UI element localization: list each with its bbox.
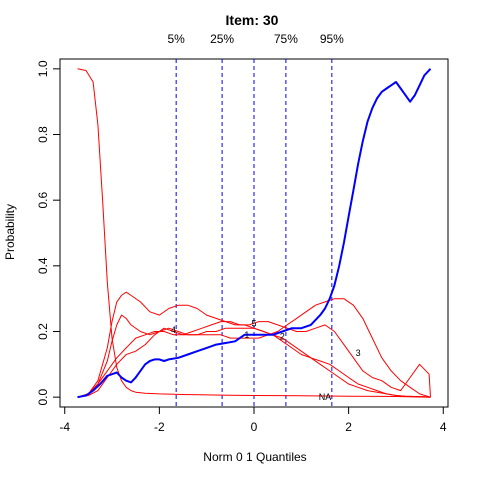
curve-labels: 4 15 2 3 NA xyxy=(171,318,361,402)
x-tick-label: -2 xyxy=(154,420,165,434)
x-axis: -4 -2 0 2 4 xyxy=(59,407,447,434)
y-tick-label: 0.4 xyxy=(36,257,50,274)
key-option-line xyxy=(77,68,432,399)
distractor-line xyxy=(77,321,431,398)
quantile-label: 75% xyxy=(274,32,298,46)
y-tick-label: 0.0 xyxy=(36,388,50,405)
y-tick-label: 1.0 xyxy=(36,60,50,77)
x-tick-label: 4 xyxy=(440,420,447,434)
quantile-label: 25% xyxy=(210,32,234,46)
distractor-line xyxy=(77,298,431,398)
x-tick-label: 0 xyxy=(251,420,258,434)
x-axis-label: Norm 0 1 Quantiles xyxy=(203,450,306,464)
chart-title: Item: 30 xyxy=(226,12,279,28)
curve-label: 1 xyxy=(244,330,249,340)
y-axis: 0.0 0.2 0.4 0.6 0.8 1.0 xyxy=(36,60,60,405)
distractor-line xyxy=(77,68,431,398)
y-tick-label: 0.6 xyxy=(36,192,50,209)
curve-label: 3 xyxy=(356,348,361,358)
distractor-line xyxy=(77,314,431,398)
series-lines xyxy=(77,68,432,399)
curve-label: 2 xyxy=(280,331,285,341)
quantile-label: 95% xyxy=(320,32,344,46)
y-axis-label: Probability xyxy=(3,204,17,260)
curve-label: NA xyxy=(319,392,332,402)
y-tick-label: 0.8 xyxy=(36,126,50,143)
y-tick-label: 0.2 xyxy=(36,323,50,340)
quantile-lines: 5% 25% 75% 95% xyxy=(167,32,344,407)
x-tick-label: -4 xyxy=(59,420,70,434)
curve-label: 4 xyxy=(171,325,176,335)
curve-label: 5 xyxy=(251,318,256,328)
quantile-label: 5% xyxy=(167,32,185,46)
x-tick-label: 2 xyxy=(345,420,352,434)
